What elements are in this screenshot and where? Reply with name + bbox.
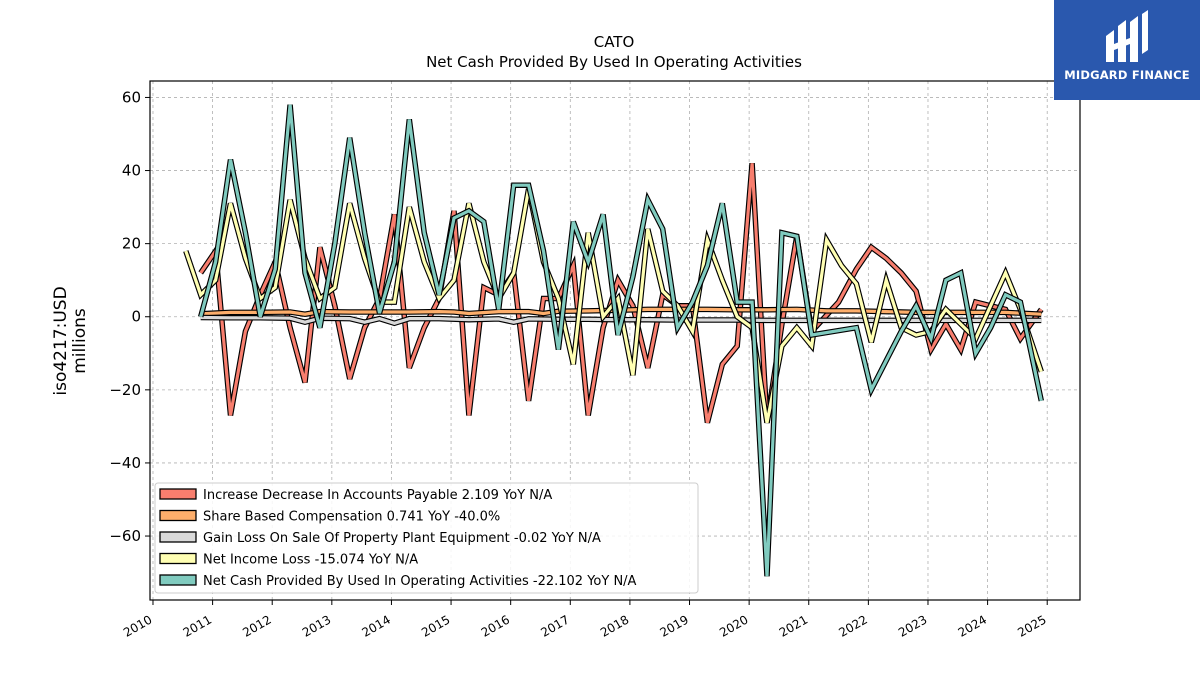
x-tick-label: 2023 xyxy=(896,612,929,639)
x-tick-label: 2015 xyxy=(419,612,452,639)
x-tick-label: 2017 xyxy=(538,612,571,639)
legend-entry: Increase Decrease In Accounts Payable 2.… xyxy=(203,488,552,503)
series-lines xyxy=(183,104,1044,577)
legend-swatch xyxy=(159,488,197,500)
y-tick-label: 20 xyxy=(122,235,141,253)
x-tick-label: 2019 xyxy=(658,612,691,639)
x-tick-label: 2022 xyxy=(836,612,869,639)
x-tick-label: 2024 xyxy=(956,612,989,639)
legend-swatch xyxy=(159,531,197,543)
plot-frame xyxy=(149,80,1081,601)
chart-title: CATO xyxy=(594,33,635,51)
x-tick-label: 2011 xyxy=(181,612,214,639)
midgard-finance-logo: MIDGARD FINANCE xyxy=(1054,0,1200,100)
legend-entry: Net Income Loss -15.074 YoY N/A xyxy=(203,553,418,568)
legend: Increase Decrease In Accounts Payable 2.… xyxy=(154,482,699,594)
logo-text: MIDGARD FINANCE xyxy=(1064,68,1190,82)
x-tick-label: 2012 xyxy=(240,612,273,639)
legend-swatch xyxy=(159,574,197,586)
y-tick-label: 60 xyxy=(122,88,141,106)
x-tick-label: 2018 xyxy=(598,612,631,639)
chart-subtitle: Net Cash Provided By Used In Operating A… xyxy=(426,53,802,71)
series-5 xyxy=(198,104,1044,577)
y-tick-label: −20 xyxy=(109,381,141,399)
x-tick-label: 2025 xyxy=(1015,612,1048,639)
x-tick-label: 2021 xyxy=(777,612,810,639)
x-tick-label: 2016 xyxy=(479,612,512,639)
legend-entry: Net Cash Provided By Used In Operating A… xyxy=(203,574,637,589)
y-tick-label: −60 xyxy=(109,527,141,545)
y-tick-label: 0 xyxy=(131,308,141,326)
legend-box xyxy=(154,482,699,594)
x-tick-label: 2010 xyxy=(121,612,154,639)
legend-entry: Share Based Compensation 0.741 YoY -40.0… xyxy=(203,510,500,525)
y-axis-label: iso4217:USD xyxy=(51,286,71,395)
legend-swatch xyxy=(159,552,197,565)
y-axis-label-unit: millions xyxy=(70,308,90,374)
logo-mark-icon xyxy=(1106,10,1148,62)
legend-entry: Gain Loss On Sale Of Property Plant Equi… xyxy=(203,531,601,546)
x-tick-label: 2014 xyxy=(359,612,392,639)
x-tick-label: 2013 xyxy=(300,612,333,639)
y-tick-label: −40 xyxy=(109,454,141,472)
series-line xyxy=(199,104,1043,577)
legend-swatch xyxy=(159,509,197,522)
y-tick-label: 40 xyxy=(122,162,141,180)
x-tick-label: 2020 xyxy=(717,612,750,639)
